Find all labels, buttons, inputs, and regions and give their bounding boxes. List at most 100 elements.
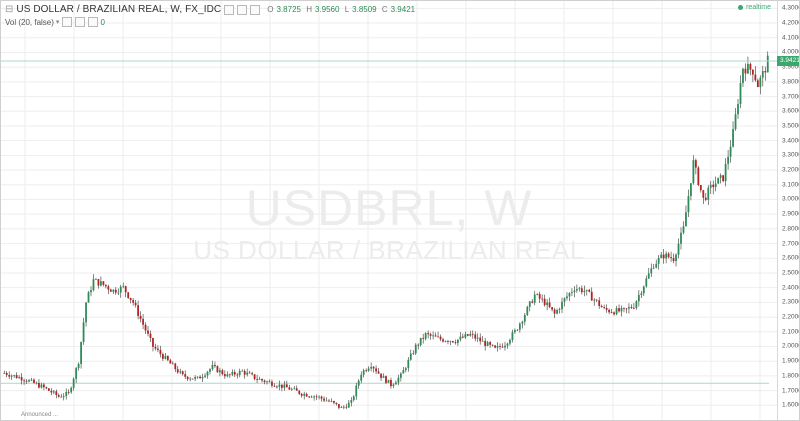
candle <box>372 365 375 373</box>
candle <box>563 297 566 307</box>
candle <box>593 298 596 306</box>
candle <box>501 343 504 349</box>
y-tick-label: 2.2000 <box>782 313 800 321</box>
candle <box>149 330 152 343</box>
candle <box>504 341 506 351</box>
candle <box>365 368 368 373</box>
candle <box>432 331 435 340</box>
candle <box>756 78 759 88</box>
candle <box>491 344 494 347</box>
candle <box>104 284 107 289</box>
candle <box>518 322 521 333</box>
candle <box>727 149 729 170</box>
low-value: 3.8509 <box>352 5 377 14</box>
candle <box>657 254 660 270</box>
candle <box>92 274 95 292</box>
candle <box>724 158 727 187</box>
candle <box>129 297 132 304</box>
y-tick-label: 4.1000 <box>782 34 800 42</box>
realtime-dot-icon <box>738 5 744 10</box>
candle <box>672 253 675 264</box>
candle <box>85 301 87 327</box>
candle <box>628 303 630 314</box>
candle <box>139 311 142 323</box>
y-tick-label: 2.6000 <box>782 254 800 262</box>
candle <box>392 383 395 389</box>
candle <box>580 285 583 295</box>
candle <box>40 382 43 389</box>
candle <box>350 397 353 407</box>
candle <box>737 99 739 119</box>
candle <box>3 370 6 374</box>
candle <box>184 370 187 380</box>
candle <box>70 386 73 394</box>
candle <box>211 360 214 371</box>
candle <box>196 376 199 379</box>
chart-plot[interactable] <box>1 1 777 420</box>
candle <box>367 366 370 372</box>
candle <box>397 374 400 386</box>
candle <box>253 374 256 381</box>
volume-close-icon[interactable] <box>88 17 99 27</box>
candle <box>335 402 338 406</box>
candle <box>704 192 707 202</box>
candle <box>186 376 189 382</box>
candle <box>556 308 558 315</box>
price-axis[interactable]: 1.6000 1.7000 1.8000 1.9000 2.0000 2.1000 2.20… <box>777 1 800 420</box>
candle <box>486 340 489 347</box>
candle <box>377 367 380 374</box>
candle <box>682 221 685 235</box>
candle <box>154 343 157 351</box>
candle <box>52 390 55 395</box>
collapse-icon[interactable]: ⊟ <box>5 4 14 15</box>
candle <box>10 374 13 380</box>
candle <box>223 370 226 379</box>
candle <box>18 374 21 379</box>
candle <box>323 396 325 403</box>
candle <box>256 374 258 384</box>
volume-settings-icon[interactable] <box>62 17 73 27</box>
ohlc-readout: O 3.8725 H 3.9560 L 3.8509 C 3.9421 <box>267 5 418 14</box>
y-tick-label: 4.0000 <box>782 48 800 56</box>
settings-square-icon[interactable] <box>224 4 235 15</box>
candle <box>598 296 601 309</box>
candle <box>434 332 437 337</box>
candle <box>248 370 251 374</box>
candle <box>219 367 221 377</box>
candle <box>62 393 65 401</box>
candle <box>427 330 430 339</box>
candle <box>243 369 246 379</box>
candle <box>414 343 417 356</box>
candle <box>697 165 700 187</box>
candle <box>632 303 635 310</box>
candle <box>665 251 668 264</box>
candle <box>134 299 137 308</box>
candle <box>541 294 544 303</box>
volume-format-icon[interactable] <box>75 17 86 27</box>
candle <box>764 66 767 81</box>
candle <box>67 389 70 395</box>
close-square-icon[interactable] <box>250 4 261 15</box>
format-square-icon[interactable] <box>237 4 248 15</box>
candle <box>722 175 725 183</box>
candle <box>613 311 615 316</box>
candle <box>65 388 68 400</box>
candle <box>652 264 655 270</box>
candle <box>459 331 462 342</box>
chevron-down-icon[interactable]: ▾ <box>55 19 60 26</box>
candle <box>347 399 350 408</box>
candle <box>717 177 720 184</box>
candle <box>412 350 415 355</box>
y-tick-label: 3.3000 <box>782 151 800 159</box>
low-label: L <box>344 5 350 14</box>
candle <box>466 333 469 337</box>
y-tick-label: 3.9000 <box>782 63 800 71</box>
candle <box>238 368 241 378</box>
candle <box>280 384 283 392</box>
candle <box>161 352 164 361</box>
candle <box>419 337 422 347</box>
candle <box>33 378 35 384</box>
candle <box>233 369 236 377</box>
candle <box>452 340 454 344</box>
candle <box>75 366 78 384</box>
